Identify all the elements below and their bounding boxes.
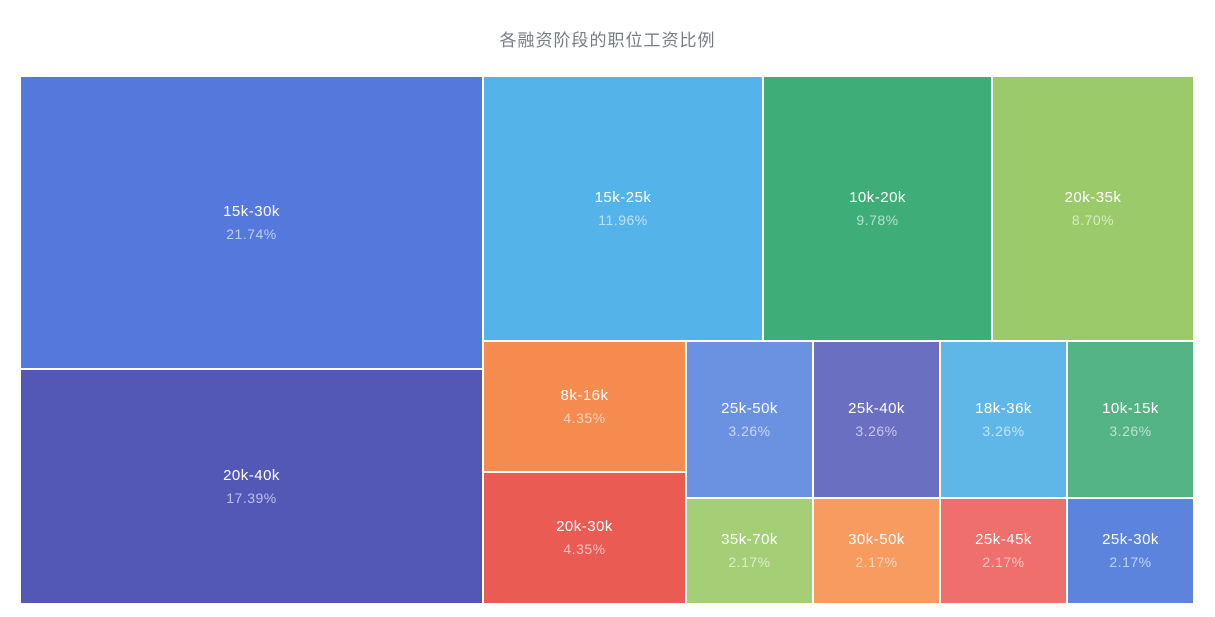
block-percent: 3.26%: [1109, 422, 1152, 439]
block-label: 10k-15k: [1102, 399, 1159, 417]
block-label: 18k-36k: [975, 399, 1032, 417]
block-label: 20k-40k: [223, 466, 280, 484]
block-label: 8k-16k: [560, 386, 609, 404]
block-percent: 11.96%: [598, 211, 648, 228]
block-percent: 3.26%: [855, 422, 898, 439]
treemap-block-20k-40k[interactable]: 20k-40k 17.39%: [21, 370, 482, 603]
block-percent: 9.78%: [856, 211, 899, 228]
block-percent: 4.35%: [563, 409, 606, 426]
block-percent: 17.39%: [226, 489, 277, 506]
block-percent: 4.35%: [563, 541, 606, 557]
treemap-block-35k-70k[interactable]: 35k-70k 2.17%: [687, 499, 812, 603]
treemap-block-25k-45k[interactable]: 25k-45k 2.17%: [941, 499, 1066, 603]
block-percent: 21.74%: [226, 225, 277, 242]
treemap-block-18k-36k[interactable]: 18k-36k 3.26%: [941, 342, 1066, 497]
treemap: 15k-30k 21.74% 20k-40k 17.39% 15k-25k 11.96% 1…: [21, 77, 1193, 603]
block-label: 25k-40k: [848, 399, 905, 417]
treemap-block-30k-50k[interactable]: 30k-50k 2.17%: [814, 499, 939, 603]
block-percent: 3.26%: [728, 422, 771, 439]
treemap-block-20k-30k[interactable]: 20k-30k 4.35%: [484, 473, 685, 603]
block-label: 30k-50k: [848, 531, 905, 548]
block-label: 35k-70k: [721, 531, 778, 548]
treemap-block-10k-20k[interactable]: 10k-20k 9.78%: [764, 77, 991, 340]
block-label: 15k-30k: [223, 202, 280, 220]
block-percent: 2.17%: [1109, 554, 1152, 570]
block-percent: 3.26%: [982, 422, 1025, 439]
block-percent: 2.17%: [728, 554, 771, 570]
block-label: 10k-20k: [849, 188, 906, 206]
block-percent: 2.17%: [982, 554, 1025, 570]
treemap-block-15k-30k[interactable]: 15k-30k 21.74%: [21, 77, 482, 368]
block-percent: 2.17%: [855, 554, 898, 570]
block-percent: 8.70%: [1071, 211, 1115, 228]
block-label: 25k-45k: [975, 531, 1032, 548]
treemap-block-8k-16k[interactable]: 8k-16k 4.35%: [484, 342, 685, 471]
block-label: 25k-50k: [721, 399, 778, 417]
treemap-block-15k-25k[interactable]: 15k-25k 11.96%: [484, 77, 762, 340]
treemap-block-20k-35k[interactable]: 20k-35k 8.70%: [993, 77, 1193, 340]
treemap-block-25k-30k[interactable]: 25k-30k 2.17%: [1068, 499, 1193, 603]
block-label: 20k-35k: [1064, 188, 1122, 206]
treemap-block-25k-40k[interactable]: 25k-40k 3.26%: [814, 342, 939, 497]
chart-title: 各融资阶段的职位工资比例: [499, 31, 716, 50]
treemap-block-10k-15k[interactable]: 10k-15k 3.26%: [1068, 342, 1193, 497]
block-label: 20k-30k: [556, 518, 613, 535]
treemap-block-25k-50k[interactable]: 25k-50k 3.26%: [687, 342, 812, 497]
block-label: 25k-30k: [1102, 531, 1159, 548]
block-label: 15k-25k: [594, 188, 652, 206]
